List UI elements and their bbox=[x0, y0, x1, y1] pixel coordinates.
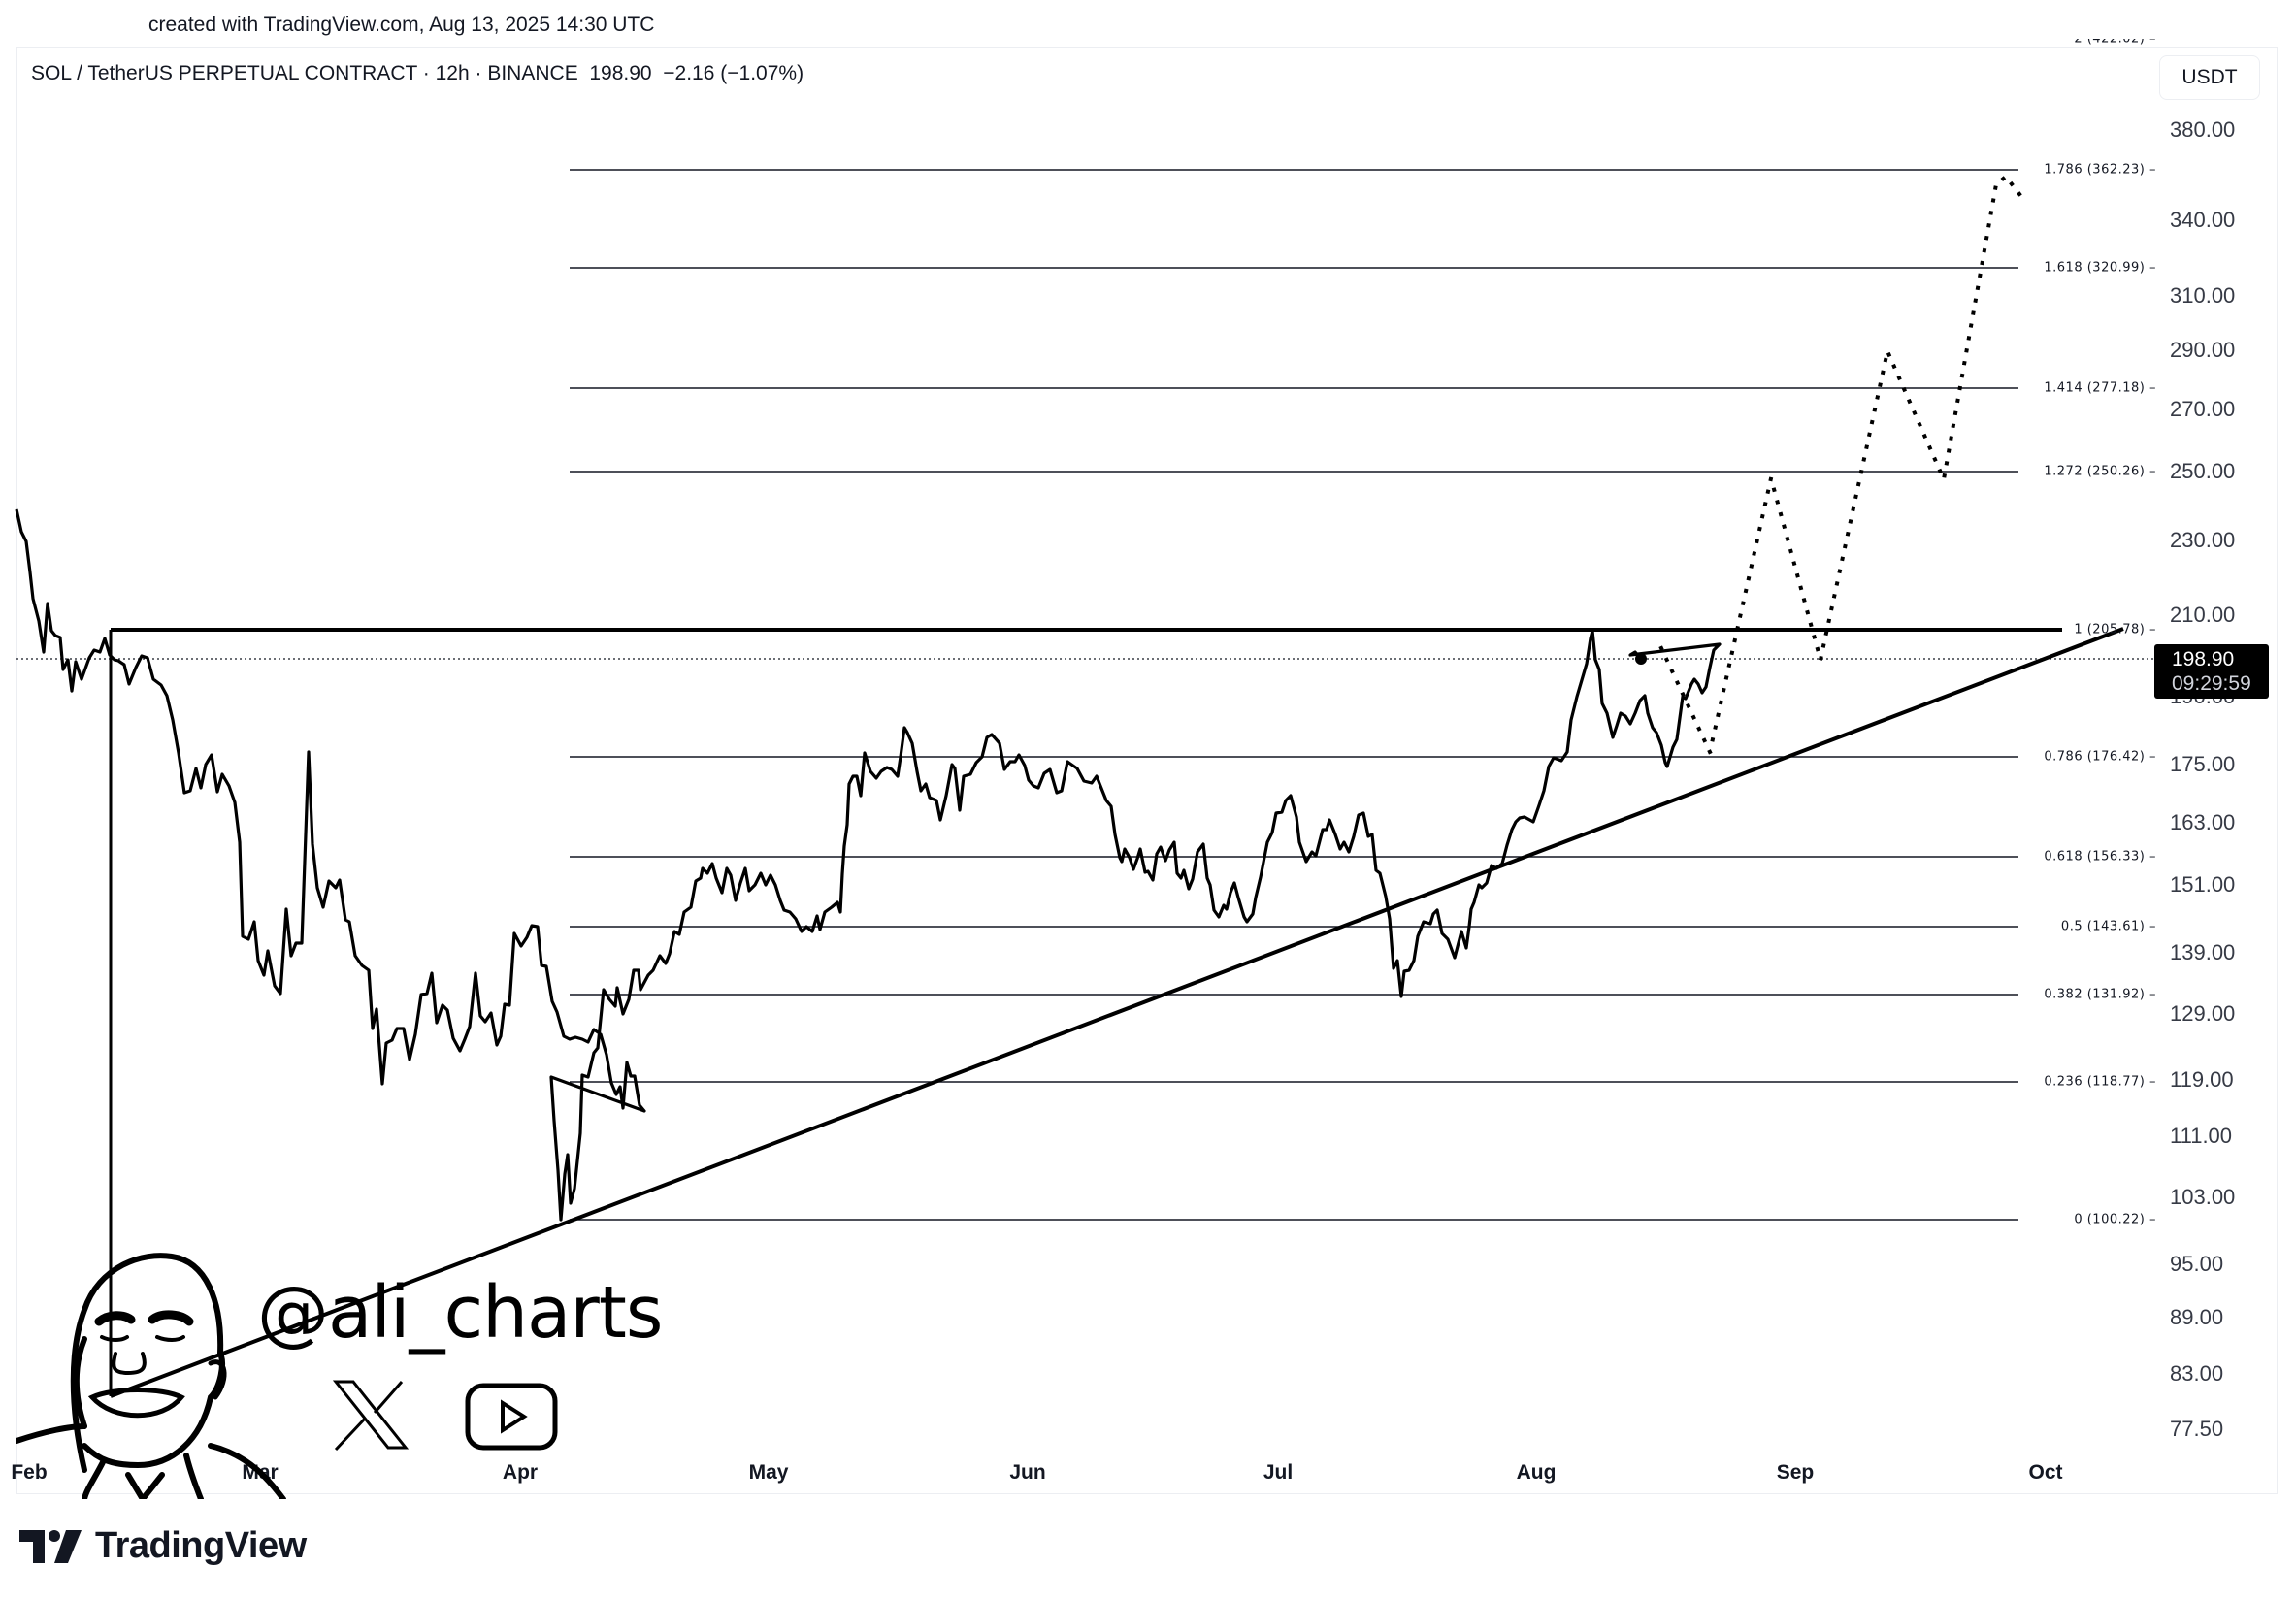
interval-label: 12h bbox=[435, 62, 470, 84]
price-axis-tick: 340.00 bbox=[2170, 208, 2236, 232]
price-axis-tick: 175.00 bbox=[2170, 752, 2236, 776]
current-price-value: 198.90 bbox=[2172, 648, 2235, 670]
price-axis-tick: 95.00 bbox=[2170, 1252, 2224, 1276]
last-price-dot bbox=[1635, 653, 1647, 665]
tradingview-mark-icon bbox=[19, 1529, 82, 1563]
exchange-label: BINANCE bbox=[487, 62, 578, 84]
time-axis-tick: Jul bbox=[1263, 1461, 1294, 1484]
currency-unit-button[interactable]: USDT bbox=[2159, 55, 2260, 100]
legend-separator: · bbox=[469, 62, 488, 84]
fibonacci-levels bbox=[570, 169, 2062, 1221]
price-change-percent: (−1.07%) bbox=[720, 62, 804, 84]
youtube-icon bbox=[465, 1383, 558, 1451]
watermark-handle: @ali_charts bbox=[257, 1271, 663, 1355]
tradingview-wordmark: TradingView bbox=[95, 1525, 307, 1566]
fib-level-label: 0.236 (118.77) – bbox=[2044, 1074, 2156, 1090]
avatar-illustration bbox=[16, 1253, 286, 1499]
price-axis-tick: 290.00 bbox=[2170, 338, 2236, 362]
time-axis-tick: Aug bbox=[1516, 1461, 1557, 1484]
price-axis-tick: 310.00 bbox=[2170, 283, 2236, 308]
price-axis-tick: 250.00 bbox=[2170, 459, 2236, 483]
time-axis-tick: Oct bbox=[2028, 1461, 2063, 1484]
time-axis-tick: Apr bbox=[502, 1461, 539, 1484]
price-line-series bbox=[15, 508, 1722, 1222]
fib-level-label: 0 (100.22) – bbox=[2074, 1212, 2156, 1227]
symbol-name: SOL / TetherUS PERPETUAL CONTRACT bbox=[31, 62, 417, 84]
price-axis-tick: 77.50 bbox=[2170, 1417, 2224, 1441]
fib-level-label: 1.414 (277.18) – bbox=[2044, 380, 2156, 396]
price-axis-tick: 139.00 bbox=[2170, 940, 2236, 964]
price-axis-tick: 270.00 bbox=[2170, 397, 2236, 421]
time-axis-tick: Feb bbox=[11, 1461, 48, 1484]
price-axis-tick: 111.00 bbox=[2170, 1124, 2233, 1148]
time-axis-tick: Sep bbox=[1776, 1461, 1815, 1484]
projection-path-dotted[interactable] bbox=[1658, 174, 2022, 759]
bar-countdown: 09:29:59 bbox=[2172, 672, 2251, 695]
fib-level-label: 1.272 (250.26) – bbox=[2044, 464, 2156, 479]
price-change: −2.16 bbox=[663, 62, 715, 84]
fib-level-label: 0.5 (143.61) – bbox=[2060, 919, 2156, 934]
legend-separator: · bbox=[416, 62, 436, 84]
price-axis-tick: 89.00 bbox=[2170, 1305, 2224, 1329]
price-axis-tick: 151.00 bbox=[2170, 872, 2236, 897]
fib-level-label: 1 (205.78) – bbox=[2074, 622, 2156, 637]
chart-pane[interactable] bbox=[16, 47, 2278, 1494]
price-axis-tick: 230.00 bbox=[2170, 528, 2236, 552]
price-axis-tick: 163.00 bbox=[2170, 810, 2236, 834]
created-with-caption: created with TradingView.com, Aug 13, 20… bbox=[148, 14, 655, 36]
time-axis-tick: Jun bbox=[1009, 1461, 1046, 1484]
fib-level-label: 0.786 (176.42) – bbox=[2044, 749, 2156, 765]
price-axis-tick: 119.00 bbox=[2170, 1067, 2234, 1092]
ascending-support-trendline[interactable] bbox=[110, 627, 2124, 1398]
price-axis-tick: 380.00 bbox=[2170, 117, 2236, 142]
current-price-badge: 198.90 09:29:59 bbox=[2154, 644, 2269, 699]
price-axis-tick: 129.00 bbox=[2170, 1001, 2236, 1026]
fib-level-label: 0.382 (131.92) – bbox=[2044, 987, 2156, 1002]
tradingview-logo[interactable]: TradingView bbox=[19, 1525, 307, 1567]
fib-level-label: 2 (422.02) – bbox=[2074, 31, 2156, 47]
fib-level-label: 1.786 (362.23) – bbox=[2044, 162, 2156, 178]
x-logo-icon bbox=[332, 1380, 410, 1452]
price-axis-tick: 83.00 bbox=[2170, 1361, 2224, 1386]
fib-level-label: 1.618 (320.99) – bbox=[2044, 260, 2156, 276]
price-axis-tick: 103.00 bbox=[2170, 1185, 2236, 1209]
last-price: 198.90 bbox=[589, 62, 652, 84]
fib-level-label: 0.618 (156.33) – bbox=[2044, 849, 2156, 865]
symbol-legend[interactable]: SOL / TetherUS PERPETUAL CONTRACT · 12h … bbox=[31, 62, 804, 85]
time-axis-tick: May bbox=[748, 1461, 789, 1484]
price-axis-tick: 210.00 bbox=[2170, 603, 2236, 627]
